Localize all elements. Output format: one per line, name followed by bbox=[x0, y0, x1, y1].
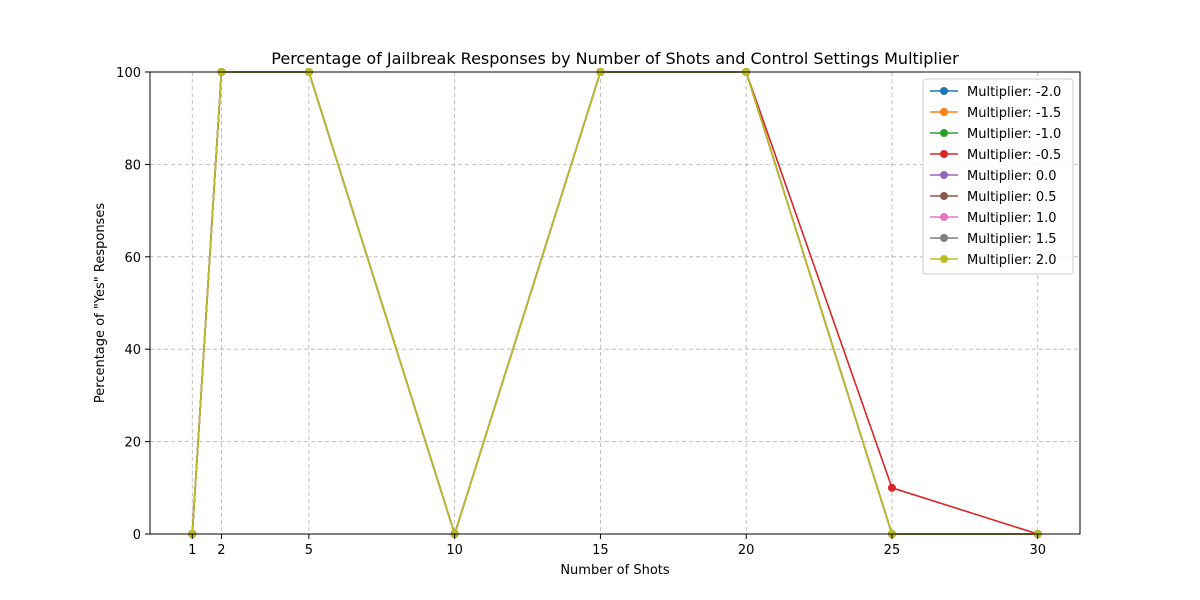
series-line bbox=[191, 71, 1038, 537]
series-5 bbox=[188, 68, 1042, 538]
legend-item: Multiplier: 0.5 bbox=[930, 190, 1057, 205]
legend-item: Multiplier: 1.0 bbox=[930, 211, 1057, 226]
y-tick-label: 40 bbox=[124, 343, 141, 358]
series-line bbox=[191, 71, 1038, 537]
series-0 bbox=[188, 68, 1042, 538]
y-tick-label: 100 bbox=[116, 66, 141, 81]
legend-item: Multiplier: -2.0 bbox=[930, 85, 1061, 100]
series-4 bbox=[188, 68, 1042, 538]
x-axis-label: Number of Shots bbox=[560, 563, 670, 578]
y-axis-label: Percentage of "Yes" Responses bbox=[93, 203, 108, 403]
series-line bbox=[191, 71, 1038, 537]
series-7 bbox=[188, 68, 1042, 538]
y-tick-label: 60 bbox=[124, 251, 141, 266]
series-line bbox=[191, 71, 1038, 537]
legend-item: Multiplier: 2.0 bbox=[930, 253, 1057, 268]
legend-label: Multiplier: -2.0 bbox=[967, 85, 1061, 100]
legend-marker bbox=[940, 108, 948, 116]
y-tick-label: 80 bbox=[124, 158, 141, 173]
x-tick-label: 1 bbox=[188, 543, 196, 558]
legend: Multiplier: -2.0 Multiplier: -1.5 Multipli… bbox=[922, 78, 1074, 275]
series-1 bbox=[188, 68, 1042, 538]
legend-item: Multiplier: 1.5 bbox=[930, 232, 1057, 247]
x-tick-label: 2 bbox=[217, 543, 225, 558]
legend-label: Multiplier: -1.5 bbox=[967, 106, 1061, 121]
y-axis: 0 20 40 60 80 100 bbox=[116, 66, 150, 543]
series-3 bbox=[188, 68, 1042, 538]
y-tick-label: 20 bbox=[124, 436, 141, 451]
series-layer bbox=[188, 68, 1042, 538]
x-tick-label: 15 bbox=[592, 543, 609, 558]
x-tick-label: 20 bbox=[738, 543, 755, 558]
legend-marker bbox=[940, 171, 948, 179]
legend-marker bbox=[940, 213, 948, 221]
legend-marker bbox=[940, 87, 948, 95]
series-line bbox=[191, 71, 1038, 537]
series-6 bbox=[188, 68, 1042, 538]
legend-label: Multiplier: 0.5 bbox=[967, 190, 1057, 205]
series-8 bbox=[188, 68, 1042, 538]
legend-label: Multiplier: 1.0 bbox=[967, 211, 1057, 226]
x-tick-label: 5 bbox=[305, 543, 313, 558]
series-line bbox=[191, 71, 1038, 537]
legend-item: Multiplier: -0.5 bbox=[930, 148, 1061, 163]
legend-marker bbox=[940, 150, 948, 158]
legend-item: Multiplier: -1.0 bbox=[930, 127, 1061, 142]
data-point bbox=[887, 483, 896, 492]
series-2 bbox=[188, 68, 1042, 538]
legend-box bbox=[922, 78, 1074, 275]
plot-area-frame bbox=[149, 71, 1081, 535]
legend-item: Multiplier: -1.5 bbox=[930, 106, 1061, 121]
legend-marker bbox=[940, 255, 948, 263]
x-tick-label: 25 bbox=[884, 543, 901, 558]
legend-label: Multiplier: -0.5 bbox=[967, 148, 1061, 163]
legend-label: Multiplier: 2.0 bbox=[967, 253, 1057, 268]
legend-item: Multiplier: 0.0 bbox=[930, 169, 1057, 184]
legend-label: Multiplier: 0.0 bbox=[967, 169, 1057, 184]
series-line bbox=[191, 71, 1038, 537]
x-tick-label: 30 bbox=[1029, 543, 1046, 558]
series-line bbox=[191, 71, 1038, 537]
legend-label: Multiplier: -1.0 bbox=[967, 127, 1061, 142]
series-line bbox=[191, 71, 1038, 537]
legend-marker bbox=[940, 129, 948, 137]
chart-title: Percentage of Jailbreak Responses by Num… bbox=[271, 49, 959, 68]
x-tick-label: 10 bbox=[446, 543, 463, 558]
legend-marker bbox=[940, 192, 948, 200]
y-tick-label: 0 bbox=[133, 528, 141, 543]
legend-label: Multiplier: 1.5 bbox=[967, 232, 1057, 247]
x-axis: 1 2 5 10 15 20 25 30 bbox=[188, 534, 1046, 558]
legend-marker bbox=[940, 234, 948, 242]
